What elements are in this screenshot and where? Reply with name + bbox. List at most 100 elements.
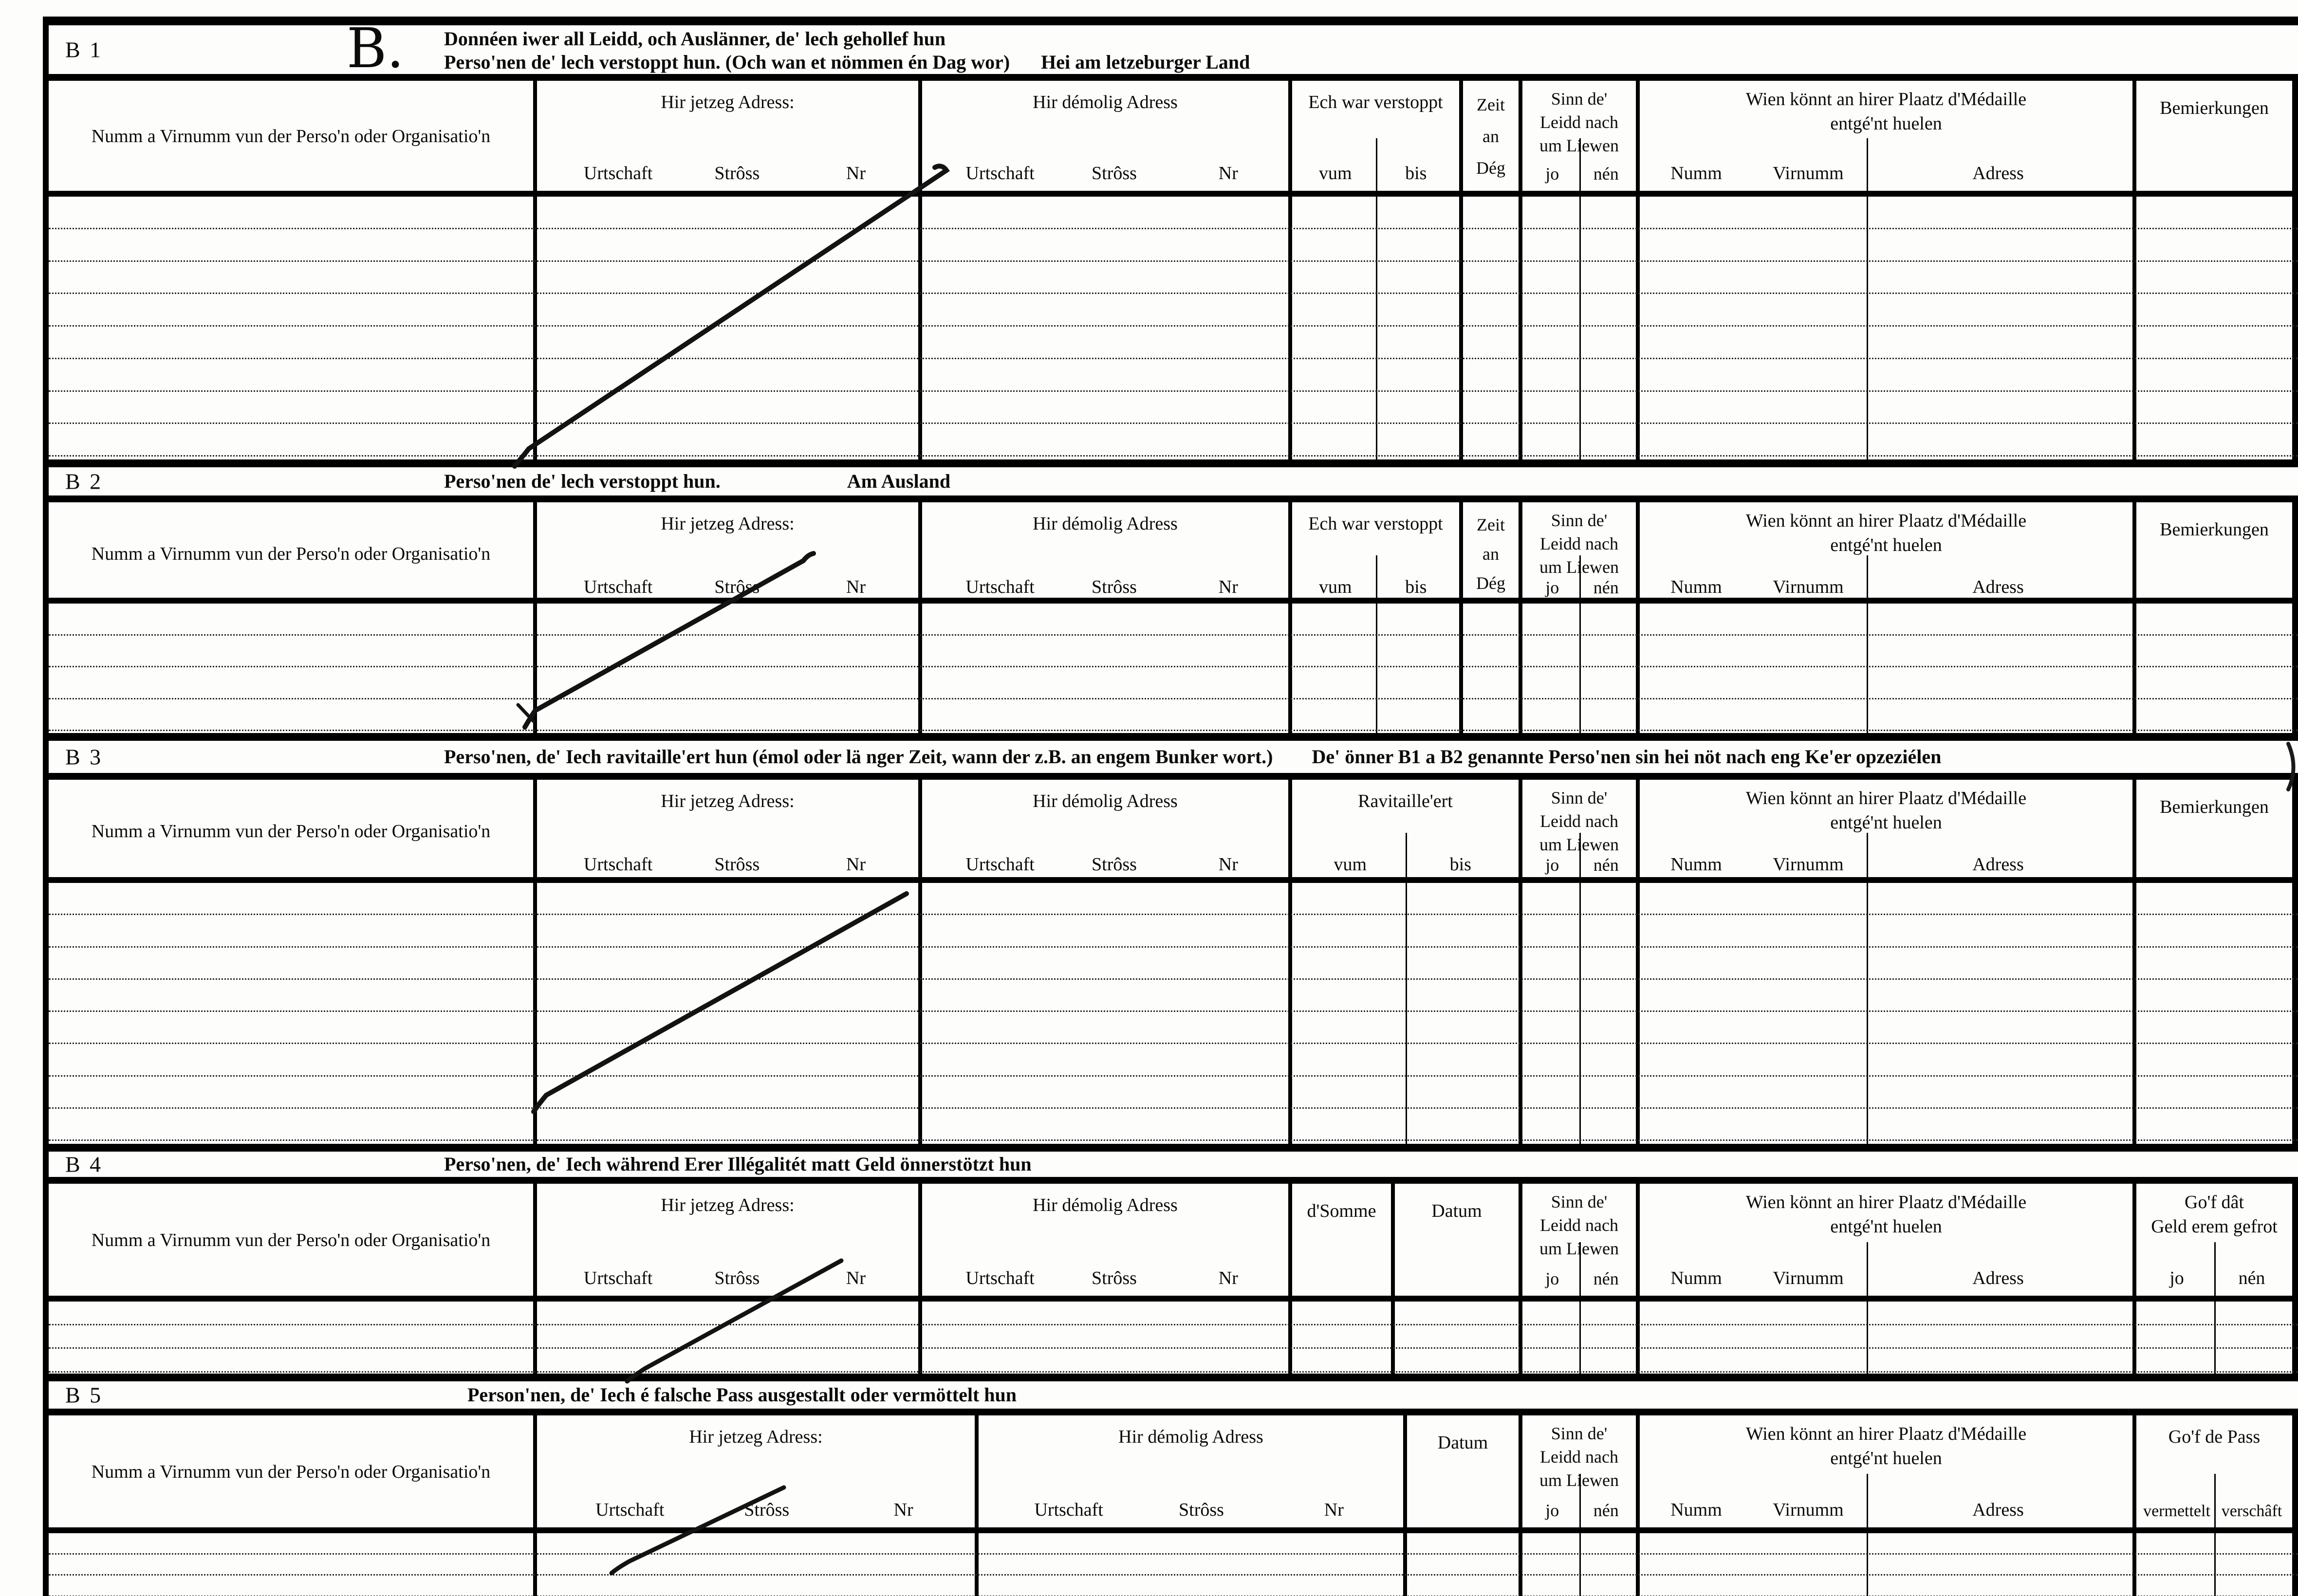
addr-sublabels: Urtschaft Strôss Nr [925,163,1285,184]
b3-dotted-rows [49,883,2298,1141]
body-cell [922,604,1292,733]
divider [1579,833,1581,882]
jo-nen-sublabels: jo nén [1525,577,1633,598]
b1-body [49,197,2298,467]
divider [2214,1533,2216,1596]
dotted-row [49,667,2298,699]
b2-title-text: Perso'nen de' lech verstoppt hun. [444,470,721,492]
dotted-row [49,699,2298,731]
addr-sublabels: Urtschaft Strôss Nr [925,1267,1285,1289]
dotted-row [49,636,2298,667]
section-b4: B 4 Perso'nen, de' Iech während Erer Ill… [49,1152,2298,1381]
label: Urtschaft [965,854,1035,875]
b4-body [49,1302,2298,1381]
alive-label: Sinn de' Leidd nach um Liewen [1539,1192,1619,1259]
body-cell [2136,1533,2298,1596]
label: jo [1545,1269,1559,1288]
b5-body-columns [49,1533,2298,1596]
addr-sublabels: Urtschaft Strôss Nr [982,1499,1400,1521]
label: um Liewen [1539,835,1619,854]
dotted-row [49,1325,2298,1349]
medal-label: Wien könnt an hirer Plaatz d'Médaille ent… [1746,788,2026,833]
b3-col-name: Numm a Virnumm vun der Perso'n oder Orga… [49,780,537,882]
body-cell [1463,604,1522,733]
dotted-row [49,294,2298,327]
label: Hir jetzeg Adress: [689,1427,823,1447]
b1-col-medal: Wien könnt an hirer Plaatz d'Médaille ent… [1640,81,2136,191]
label: nén [1593,1269,1619,1288]
body-cell [537,1533,979,1596]
label: jo [2169,1268,2184,1288]
b1-col-hidden: Ech war verstoppt vum bis [1292,81,1463,191]
body-cell [49,1302,537,1374]
b2-header-row: Numm a Virnumm vun der Perso'n oder Orga… [49,502,2298,605]
label: Nr [846,577,866,597]
dotted-row [49,604,2298,636]
dotted-row [49,359,2298,392]
b1-col-alive: Sinn de' Leidd nach um Liewen jo nén [1522,81,1640,191]
addr-sublabels: Urtschaft Strôss Nr [925,854,1285,875]
divider [1375,555,1377,605]
b4-title-text: Perso'nen, de' Iech während Erer Illégal… [444,1153,1032,1175]
b5-col-medal: Wien könnt an hirer Plaatz d'Médaille ent… [1640,1415,2136,1527]
dotted-row [49,229,2298,262]
label: Numm [1670,163,1722,183]
label: Datum [1437,1432,1488,1453]
b1-title-band: B 1 B. Donnéen iwer all Leidd, och Auslä… [49,21,2298,81]
b3-header-row: Numm a Virnumm vun der Perso'n oder Orga… [49,780,2298,883]
label: Virnumm [1773,1268,1844,1288]
b1-title-line1: Donnéen iwer all Leidd, och Auslänner, d… [444,28,946,50]
label: nén [1593,1501,1619,1520]
divider [1866,555,1868,605]
label: Hir démolig Adress [1033,1195,1178,1215]
dotted-row [49,883,2298,916]
label: Hir jetzeg Adress: [661,92,795,112]
label: Nr [846,854,866,875]
label: vum [1318,577,1352,597]
b2-col-medal: Wien könnt an hirer Plaatz d'Médaille ent… [1640,502,2136,605]
label: Hir démolig Adress [1033,92,1178,112]
divider [1579,1242,1581,1296]
label: Geld erem gefrot [2151,1216,2278,1237]
body-cell [1292,604,1463,733]
dotted-row [49,1044,2298,1077]
divider [1579,138,1581,191]
b5-id: B 5 [65,1382,103,1408]
label: Nr [893,1500,913,1520]
body-cell [1522,197,1640,459]
b4-col-addr-now: Hir jetzeg Adress: Urtschaft Strôss Nr [537,1184,922,1296]
label: Nr [1324,1500,1344,1520]
medal-sublabels: Numm Virnumm Adress [1643,163,2130,184]
label: Leidd nach [1540,1447,1618,1467]
label: Numm a Virnumm vun der Perso'n oder Orga… [91,1462,491,1482]
b5-col-datum: Datum [1407,1415,1522,1527]
medal-label: Wien könnt an hirer Plaatz d'Médaille ent… [1746,1423,2026,1469]
label: Wien könnt an hirer Plaatz d'Médaille [1745,1192,2027,1212]
b5-col-alive: Sinn de' Leidd nach um Liewen jo nén [1522,1415,1640,1527]
label: Urtschaft [583,577,653,597]
b3-col-ravitailleert: Ravitaille'ert vum bis [1292,780,1522,882]
body-cell [922,197,1292,459]
body-cell [49,1533,537,1596]
body-cell [1292,1302,1395,1374]
jo-nen-sublabels: jo nén [1525,164,1633,184]
label: nén [1593,855,1619,875]
divider [1405,883,1407,1144]
label: Adress [1972,854,2024,875]
b2-dotted-rows [49,604,2298,731]
b1-dotted-rows [49,197,2298,457]
label: um Liewen [1539,1239,1619,1258]
label: Hir jetzeg Adress: [661,1195,795,1215]
label: Virnumm [1773,1500,1844,1520]
label: Urtschaft [965,577,1035,597]
divider [1579,1473,1581,1527]
label: bis [1405,163,1427,183]
body-cell [1640,197,2136,459]
divider [1579,555,1581,605]
dotted-row [49,262,2298,294]
b1-col-name: Numm a Virnumm vun der Perso'n oder Orga… [49,81,537,191]
dotted-row [49,1109,2298,1141]
divider [2214,1302,2216,1374]
divider [1579,1302,1581,1374]
addr-sublabels: Urtschaft Strôss Nr [540,1499,972,1521]
